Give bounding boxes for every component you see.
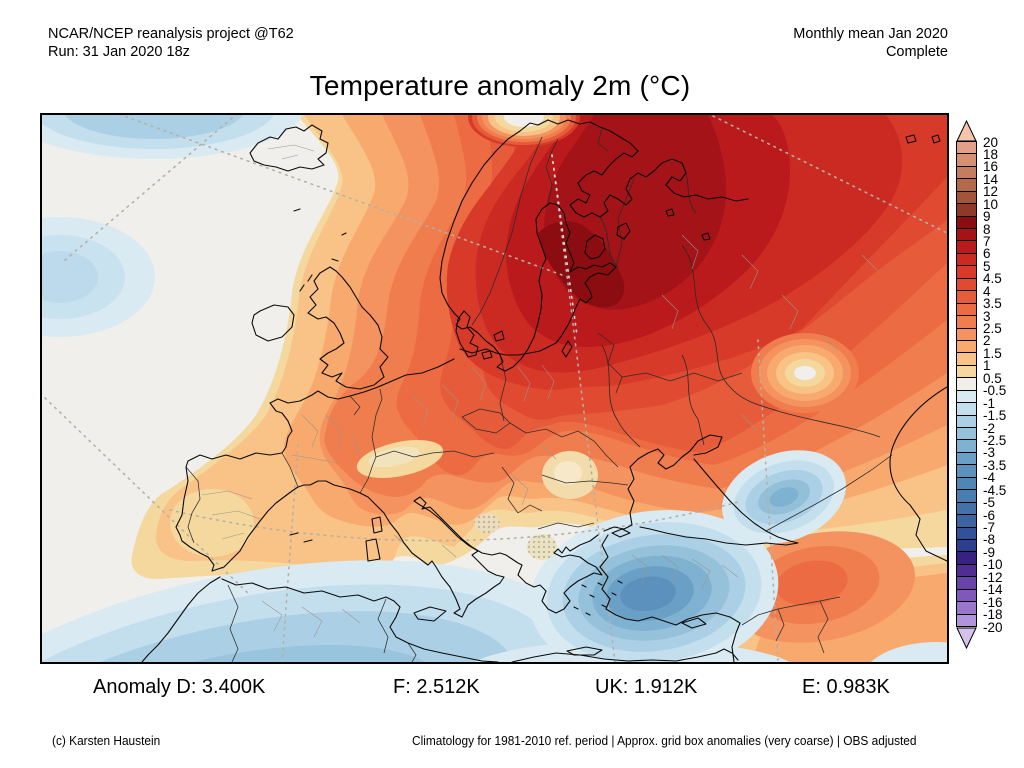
anomaly-value-f: F: 2.512K (393, 676, 480, 698)
valid-time: Monthly mean Jan 2020 (793, 26, 948, 42)
colorbar-tick-label: 20 (983, 134, 999, 150)
page-title: Temperature anomaly 2m (°C) (309, 70, 691, 101)
colorbar-tick-label: 3.5 (983, 296, 1002, 312)
colorbar-tick-label: 1.5 (983, 345, 1002, 361)
colorbar-tick-label: 4 (983, 283, 991, 299)
colorbar-box (956, 489, 977, 503)
colorbar-box (956, 315, 977, 329)
admin-borders (201, 144, 879, 638)
model-name: NCAR/NCEP reanalysis project @T62 (48, 26, 294, 42)
colorbar-tick-label: 6 (983, 246, 991, 262)
colorbar-tick-label: -4.5 (983, 482, 1007, 498)
colorbar-tick-label: 7 (983, 233, 991, 249)
colorbar-tick-label: 9 (983, 209, 991, 225)
anomaly-map-svg (42, 115, 947, 662)
colorbar-box (956, 265, 977, 279)
colorbar-tick-label: -1.5 (983, 408, 1007, 424)
colorbar-box (956, 439, 977, 453)
colorbar-tick-label: 16 (983, 159, 999, 175)
colorbar-box (956, 352, 977, 366)
anomaly-map (40, 113, 949, 664)
run-date: Run: 31 Jan 2020 18z (48, 44, 190, 60)
country-borders (185, 128, 893, 662)
colorbar-tick-label: 3 (983, 308, 991, 324)
colorbar-arrow-down (956, 627, 977, 650)
admin-speckle-patches (474, 513, 557, 560)
anomaly-value-d: Anomaly D: 3.400K (93, 676, 266, 698)
colorbar-tick-label: -7 (983, 520, 996, 535)
colorbar-tick-label: -9 (983, 544, 996, 560)
colorbar-box (956, 576, 977, 590)
coastlines (141, 119, 947, 662)
colorbar-box (956, 153, 977, 167)
colorbar-tick-label: -2.5 (983, 432, 1007, 448)
colorbar-tick-label: 1 (983, 358, 991, 374)
colorbar-tick-label: -6 (983, 507, 996, 523)
colorbar-box (956, 514, 977, 528)
header-left: NCAR/NCEP reanalysis project @T62 Run: 31… (48, 25, 294, 61)
colorbar-tick-label: 4.5 (983, 271, 1002, 287)
colorbar-tick-label: -12 (983, 569, 1003, 585)
colorbar-tick-label: -10 (983, 557, 1003, 573)
colorbar-box (956, 601, 977, 615)
rivers (599, 162, 881, 448)
colorbar-tick-label: -0.5 (983, 383, 1007, 399)
colorbar-box (956, 402, 977, 416)
colorbar-tick-label: 2 (983, 333, 991, 349)
colorbar-tick-label: 12 (983, 184, 999, 200)
status-label: Complete (885, 44, 948, 60)
colorbar-tick-label: 5 (983, 258, 991, 274)
colorbar-box (956, 290, 977, 304)
colorbar-tick-label: -4 (983, 470, 996, 486)
colorbar-box (956, 614, 977, 627)
colorbar-box (956, 203, 977, 217)
colorbar-tick-label: -18 (983, 607, 1003, 623)
climatology-note: Climatology for 1981-2010 ref. period | … (412, 734, 917, 748)
anomaly-value-uk: UK: 1.912K (595, 676, 698, 698)
header-right: Monthly mean Jan 2020 Complete (793, 25, 948, 61)
colorbar-tick-label: -1 (983, 395, 996, 411)
colorbar-arrow-up (956, 119, 977, 142)
colorbar-tick-label: -20 (983, 619, 1003, 635)
colorbar-box (956, 240, 977, 254)
colorbar-tick-label: 10 (983, 196, 999, 212)
anomaly-summary-bar: Anomaly D: 3.400K F: 2.512K UK: 1.912K E… (0, 676, 1024, 702)
copyright-credit: (c) Karsten Haustein (52, 734, 161, 748)
colorbar-box (956, 377, 977, 391)
colorbar-tick-label: 2.5 (983, 321, 1002, 337)
colorbar-tick-label: -2 (983, 420, 996, 436)
colorbar-tick-label: -8 (983, 532, 996, 548)
colorbar-tick-label: -16 (983, 594, 1003, 610)
colorbar-tick-label: -3 (983, 445, 996, 461)
colorbar-tick-label: 14 (983, 171, 999, 187)
colorbar-box (956, 464, 977, 478)
colorbar-tick-label: -3.5 (983, 457, 1007, 473)
colorbar-box (956, 551, 977, 565)
colorbar-tick-label: 0.5 (983, 370, 1002, 386)
anomaly-value-e: E: 0.983K (802, 676, 890, 698)
colorbar-tick-label: 18 (983, 146, 999, 162)
colorbar-tick-label: 8 (983, 221, 991, 237)
colorbar-tick-label: -5 (983, 495, 996, 511)
colorbar-box (956, 178, 977, 192)
cool-anomaly-bands (42, 115, 947, 662)
graticule (44, 115, 947, 662)
colorbar-tick-label: -14 (983, 582, 1003, 598)
colorbar: 20 18 16 14 12 10 9 8 7 6 5 4.5 4 3.5 3 2.5 2 1.5 1 0.5 -0.5… (956, 119, 1006, 650)
